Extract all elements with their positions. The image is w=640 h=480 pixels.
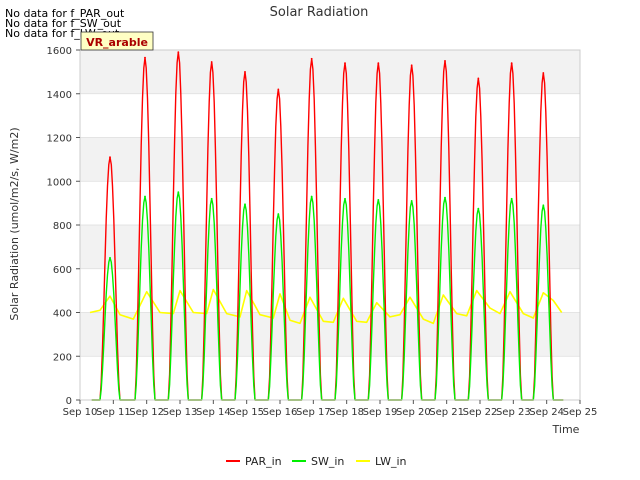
- x-tick-label-21: Sep 21: [429, 407, 464, 418]
- x-tick-label-20: Sep 20: [396, 407, 431, 418]
- y-tick-label-600: 600: [53, 265, 72, 276]
- y-tick-label-1200: 1200: [47, 134, 72, 145]
- par-in-peak-point: [210, 61, 213, 63]
- legend-label-sw_in: SW_in: [311, 455, 344, 468]
- x-tick-label-19: Sep 19: [363, 407, 398, 418]
- sw-in-peak-point: [277, 213, 280, 215]
- sw-in-peak-point: [477, 207, 480, 210]
- legend-label-lw_in: LW_in: [375, 455, 407, 468]
- band-1400: [80, 50, 580, 94]
- sw-in-peak-point: [177, 191, 180, 194]
- sw-in-peak-point: [244, 203, 246, 206]
- par-in-peak-point: [277, 88, 280, 91]
- sw-in-peak-point: [109, 256, 111, 259]
- x-tick-label-14: Sep 14: [196, 407, 231, 418]
- y-axis-label: Solar Radiation (umol/m2/s, W/m2): [8, 127, 21, 320]
- par-in-peak-point: [344, 62, 346, 65]
- site-badge: VR_arable: [80, 31, 154, 51]
- band-200: [80, 312, 580, 357]
- x-tick-label-16: Sep 16: [263, 407, 298, 418]
- series-lw-in: [89, 288, 563, 325]
- band-1000: [80, 137, 580, 182]
- y-tick-label-0: 0: [66, 396, 72, 407]
- no-data-sw-out: No data for f_SW_out: [5, 17, 122, 30]
- x-axis-label: Time: [552, 423, 580, 436]
- par-in-peak-point: [109, 156, 111, 159]
- y-tick-label-200: 200: [53, 352, 72, 363]
- par-in-peak-point: [377, 62, 380, 65]
- par-in-peak-point: [177, 51, 180, 54]
- par-in-peak-point: [444, 60, 446, 62]
- par-in-peak-point: [144, 56, 146, 59]
- y-tick-label-1600: 1600: [47, 46, 72, 57]
- legend: PAR_in SW_in LW_in: [226, 455, 407, 468]
- x-tick-label-23: Sep 23: [496, 407, 531, 418]
- par-in-peak-point: [410, 64, 413, 67]
- sw-in-peak-point: [144, 195, 146, 198]
- sw-in-peak-point: [210, 197, 213, 200]
- y-tick-label-400: 400: [53, 309, 72, 320]
- x-tick-label-15: Sep 15: [229, 407, 264, 418]
- par-in-peak-point: [310, 57, 313, 60]
- sw-in-peak-point: [444, 196, 446, 199]
- x-tick-label-13: Sep 13: [163, 407, 198, 418]
- sw-in-peak-point: [344, 197, 346, 200]
- y-tick-label-1000: 1000: [47, 177, 72, 188]
- x-tick-label-10: Sep 10: [63, 407, 98, 418]
- chart-title: Solar Radiation: [270, 5, 369, 20]
- x-tick-label-24: Sep 24: [529, 407, 564, 418]
- sw-in-peak-point: [310, 195, 313, 198]
- legend-label-par_in: PAR_in: [245, 455, 282, 468]
- x-tick-label-11: Sep 11: [96, 407, 131, 418]
- x-tick-label-17: Sep 17: [296, 407, 331, 418]
- site-badge-label: VR_arable: [86, 36, 148, 49]
- x-tick-label-12: Sep 12: [129, 407, 164, 418]
- sw-in-peak-point: [510, 197, 513, 200]
- y-tick-label-1400: 1400: [47, 90, 72, 101]
- sw-in-peak-point: [377, 198, 380, 201]
- par-in-peak-point: [510, 62, 513, 65]
- x-tick-label-18: Sep 18: [329, 407, 364, 418]
- no-data-par-out: No data for f_PAR_out: [5, 7, 125, 20]
- x-tick-label-25: Sep 25: [563, 407, 598, 418]
- band-600: [80, 225, 580, 269]
- par-in-peak-point: [244, 70, 246, 73]
- sw-in-peak-point: [410, 200, 413, 202]
- sw-in-peak-point: [542, 204, 545, 207]
- x-tick-label-22: Sep 22: [463, 407, 498, 418]
- y-tick-label-800: 800: [53, 221, 72, 232]
- par-in-peak-point: [477, 77, 480, 80]
- par-in-peak-point: [542, 72, 545, 74]
